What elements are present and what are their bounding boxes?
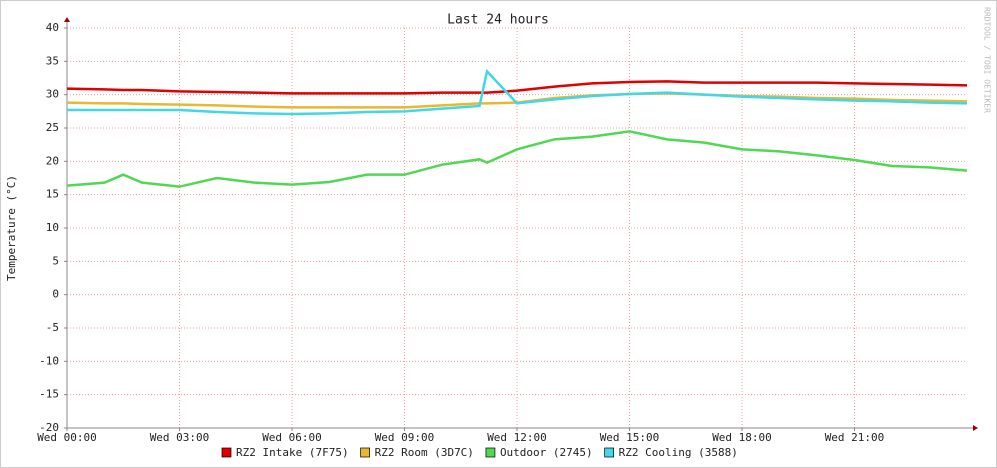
axis-arrow (973, 425, 978, 431)
y-axis-label: Temperature (°C) (5, 175, 18, 281)
legend-label: RZ2 Cooling (3588) (619, 446, 738, 459)
chart-title: Last 24 hours (447, 13, 549, 28)
watermark: RRDTOOL / TOBI OETIKER (983, 7, 992, 113)
y-tick-label: -15 (39, 388, 59, 401)
series-line (66, 130, 968, 188)
series-line (66, 80, 968, 95)
y-tick-label: -5 (46, 321, 59, 334)
y-tick-label: 40 (46, 21, 59, 34)
y-tick-label: 30 (46, 88, 59, 101)
y-tick-label: 0 (52, 288, 59, 301)
series-line (67, 68, 968, 116)
y-tick-label: 20 (46, 154, 59, 167)
y-tick-label: 25 (46, 121, 59, 134)
x-tick-label: Wed 21:00 (825, 431, 885, 444)
x-tick-label: Wed 06:00 (262, 431, 322, 444)
legend-label: RZ2 Intake (7F75) (236, 446, 349, 459)
legend-label: Outdoor (2745) (500, 446, 593, 459)
legend-swatch (604, 447, 615, 458)
legend-label: RZ2 Room (3D7C) (375, 446, 474, 459)
legend-swatch (485, 447, 496, 458)
y-tick-label: -10 (39, 354, 59, 367)
legend-swatch (360, 447, 370, 458)
legend-swatch (221, 447, 232, 458)
x-tick-label: Wed 00:00 (37, 431, 97, 444)
x-tick-label: Wed 12:00 (487, 431, 547, 444)
y-tick-label: 10 (46, 221, 59, 234)
y-tick-label: -20 (39, 421, 59, 434)
y-tick-label: 15 (46, 188, 59, 201)
y-tick-label: 5 (52, 254, 59, 267)
y-tick-label: 35 (46, 54, 59, 67)
x-tick-label: Wed 03:00 (150, 431, 210, 444)
series-line (66, 92, 968, 109)
x-tick-label: Wed 09:00 (375, 431, 435, 444)
axis-arrow (64, 17, 70, 22)
x-tick-label: Wed 15:00 (600, 431, 660, 444)
x-tick-label: Wed 18:00 (712, 431, 772, 444)
